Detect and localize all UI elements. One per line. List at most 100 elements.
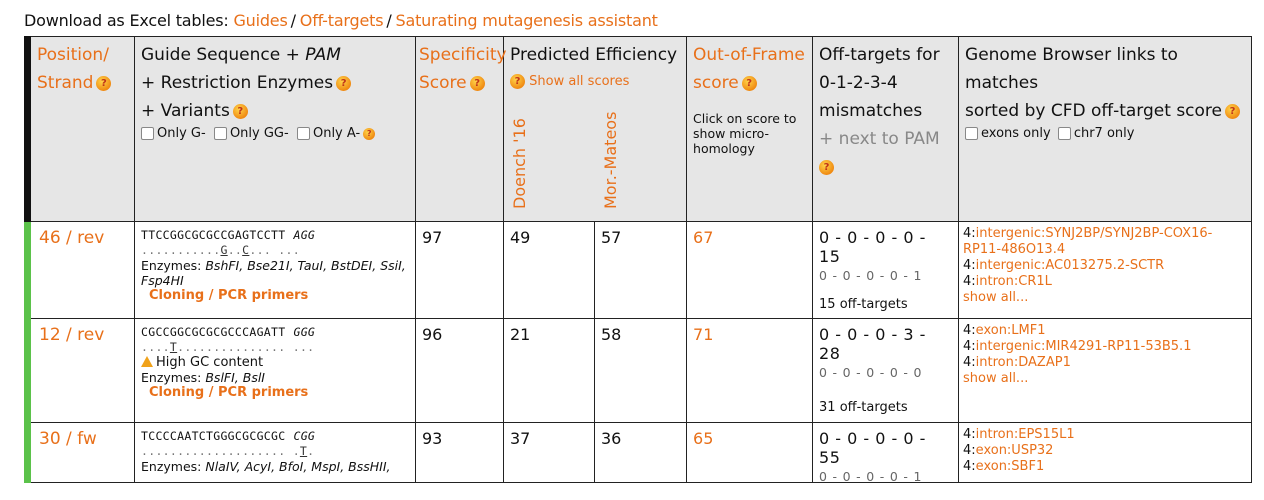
download-offtargets-link[interactable]: Off-targets — [299, 11, 384, 30]
pam-sequence: CGG — [293, 429, 316, 443]
oof-score-label[interactable]: score — [693, 73, 739, 93]
variants-header-label: + Variants — [141, 101, 230, 121]
pam-label: PAM — [305, 45, 341, 65]
cloning-link[interactable]: Cloning / PCR primers — [149, 288, 309, 303]
show-all-link[interactable]: show all... — [963, 371, 1029, 386]
specificity-cell: 96 — [415, 318, 504, 423]
efficiency-header: Predicted Efficiency ? Show all scores D… — [502, 36, 688, 222]
browser-link[interactable]: 4:exon:SBF1 — [963, 459, 1045, 474]
guide-cell: CGCCGGCGCGCGCCCAGATT GGG ....T...........… — [134, 318, 416, 423]
oof-note: Click on score to show micro-homology — [693, 111, 797, 156]
offtargets-total: 15 off-targets — [819, 297, 908, 312]
enzymes-line: Enzymes: BshFI, Bse21I, TauI, BstDEI, Ss… — [141, 258, 406, 288]
help-icon[interactable]: ? — [819, 159, 835, 175]
oof-header: Out-of-Frame score? Click on score to sh… — [686, 36, 814, 222]
enzymes-line: Enzymes: BslFI, BslI — [141, 370, 265, 385]
guide-cell: TCCCCAATCTGGGCGCGCGC CGG ................… — [134, 422, 416, 483]
enzymes-header-label: + Restriction Enzymes — [141, 73, 334, 93]
next-to-pam-label: + next to PAM — [819, 129, 940, 149]
position-cell[interactable]: 46 / rev — [24, 221, 135, 319]
position-cell[interactable]: 12 / rev — [24, 318, 135, 423]
download-bar: Download as Excel tables: Guides / Off-tar… — [24, 11, 658, 30]
only-g-label: Only G- — [157, 126, 206, 141]
offtargets-counts[interactable]: 0 - 0 - 0 - 3 - 28 — [819, 325, 926, 363]
position-header-label[interactable]: Position/ — [37, 45, 109, 65]
help-icon[interactable]: ? — [232, 103, 248, 119]
doench-cell: 49 — [503, 221, 595, 319]
offtargets-counts[interactable]: 0 - 0 - 0 - 0 - 15 — [819, 228, 926, 266]
offtargets-header-label: Off-targets for — [819, 45, 940, 65]
help-icon[interactable]: ? — [363, 127, 376, 140]
help-icon[interactable]: ? — [741, 75, 757, 91]
specificity-header-label[interactable]: Specificity — [419, 45, 507, 65]
only-g-checkbox[interactable] — [141, 127, 154, 140]
browser-header-label: Genome Browser links to matches — [965, 45, 1178, 93]
browser-link[interactable]: 4:intron:CR1L — [963, 274, 1052, 289]
show-all-link[interactable]: show all... — [963, 290, 1029, 305]
browser-cell: 4:intergenic:SYNJ2BP/SYNJ2BP-COX16-RP11-… — [958, 221, 1253, 319]
guide-sequence: TTCCGGCGCGCCGAGTCCTT — [141, 228, 286, 242]
download-guides-link[interactable]: Guides — [233, 11, 288, 30]
doench-cell: 37 — [503, 422, 595, 483]
browser-cell: 4:exon:LMF1 4:intergenic:MIR4291-RP11-53… — [958, 318, 1253, 423]
browser-link[interactable]: 4:exon:USP32 — [963, 443, 1054, 458]
browser-header: Genome Browser links to matches sorted b… — [958, 36, 1253, 222]
enzymes-list: BslFI, BslI — [205, 370, 265, 385]
only-a-label: Only A- — [312, 126, 361, 141]
offtargets-counts[interactable]: 0 - 0 - 0 - 0 - 55 — [819, 429, 926, 467]
only-gg-checkbox[interactable] — [213, 127, 227, 140]
download-mutagenesis-link[interactable]: Saturating mutagenesis assistant — [395, 11, 658, 30]
oof-header-label[interactable]: Out-of-Frame — [693, 45, 805, 65]
help-icon[interactable]: ? — [336, 75, 352, 91]
guide-header: Guide Sequence + PAM + Restriction Enzym… — [134, 36, 416, 222]
exons-only-checkbox[interactable] — [965, 127, 979, 140]
table-row: 12 / rev CGCCGGCGCGCGCCCAGATT GGG ....T..… — [24, 318, 1253, 423]
browser-link[interactable]: 4:exon:LMF1 — [963, 323, 1046, 338]
score-header-label[interactable]: Score — [419, 73, 467, 93]
only-gg-label: Only GG- — [229, 126, 289, 141]
browser-cell: 4:intron:EPS15L1 4:exon:USP32 4:exon:SBF… — [958, 422, 1253, 483]
variants-line: ....T............... ... — [141, 340, 315, 354]
browser-link[interactable]: 4:intergenic:MIR4291-RP11-53B5.1 — [963, 339, 1192, 354]
offtargets-cell: 0 - 0 - 0 - 0 - 15 0 - 0 - 0 - 0 - 1 15 … — [812, 221, 960, 319]
help-icon[interactable]: ? — [96, 75, 112, 91]
browser-link[interactable]: 4:intron:DAZAP1 — [963, 355, 1071, 370]
download-label: Download as Excel tables: — [24, 11, 229, 30]
enzymes-list: BshFI, Bse21I, TauI, BstDEI, SsiI, Fsp4H… — [141, 258, 406, 288]
oof-score-link[interactable]: 71 — [686, 318, 814, 423]
browser-link[interactable]: 4:intergenic:AC013275.2-SCTR — [963, 258, 1165, 273]
exons-only-label: exons only — [981, 126, 1051, 141]
show-all-scores-link[interactable]: Show all scores — [529, 74, 630, 89]
variants-line: .................... .T. — [141, 444, 315, 458]
table-row: 30 / fw TCCCCAATCTGGGCGCGCGC CGG ........… — [24, 422, 1253, 484]
variants-line: ...........G..C... ... — [141, 243, 300, 257]
guides-table: Position/ Strand? Guide Sequence + PAM +… — [24, 36, 1253, 484]
mismatch-range-label: 0-1-2-3-4 — [819, 73, 898, 93]
chr7-only-checkbox[interactable] — [1057, 127, 1071, 140]
offtargets-next-to-pam: 0 - 0 - 0 - 0 - 0 — [819, 365, 923, 380]
offtargets-next-to-pam: 0 - 0 - 0 - 0 - 1 — [819, 268, 923, 283]
browser-sort-label: sorted by CFD off-target score — [965, 101, 1222, 121]
strand-header-label[interactable]: Strand — [37, 73, 94, 93]
mor-mateos-header-label[interactable]: Mor.-Mateos — [601, 111, 620, 209]
guide-sequence: TCCCCAATCTGGGCGCGCGC — [141, 429, 286, 443]
oof-score-link[interactable]: 65 — [686, 422, 814, 483]
mor-mateos-cell: 58 — [593, 318, 688, 423]
browser-link[interactable]: 4:intergenic:SYNJ2BP/SYNJ2BP-COX16-RP11-… — [963, 226, 1213, 257]
guide-filters: Only G- Only GG- Only A-? — [141, 125, 409, 143]
help-icon[interactable]: ? — [510, 74, 525, 89]
pam-sequence: AGG — [293, 228, 316, 242]
guide-cell: TTCCGGCGCGCCGAGTCCTT AGG ...........G..C.… — [134, 221, 416, 319]
doench-cell: 21 — [503, 318, 595, 423]
guide-sequence: CGCCGGCGCGCGCCCAGATT — [141, 325, 286, 339]
position-cell[interactable]: 30 / fw — [24, 422, 135, 483]
cloning-link[interactable]: Cloning / PCR primers — [149, 385, 309, 400]
specificity-header: Specificity Score? — [415, 36, 507, 222]
browser-link[interactable]: 4:intron:EPS15L1 — [963, 427, 1075, 442]
oof-score-link[interactable]: 67 — [686, 221, 814, 319]
guide-header-label: Guide Sequence + — [141, 45, 306, 65]
doench-header-label[interactable]: Doench '16 — [510, 118, 529, 209]
help-icon[interactable]: ? — [1225, 103, 1240, 119]
help-icon[interactable]: ? — [469, 75, 485, 91]
only-a-checkbox[interactable] — [296, 127, 310, 140]
